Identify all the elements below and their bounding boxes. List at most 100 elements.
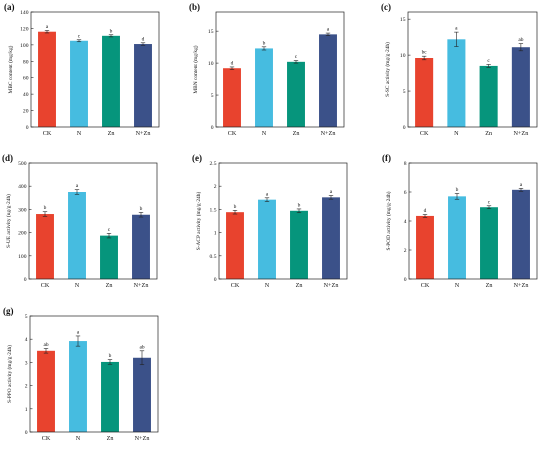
y-tick-label: 8 bbox=[404, 161, 407, 167]
panel-label: (e) bbox=[192, 153, 202, 163]
y-tick-label: 5 bbox=[403, 89, 406, 95]
y-tick-label: 15 bbox=[400, 17, 406, 23]
y-tick-label: 100 bbox=[20, 43, 29, 49]
significance-letter: a bbox=[327, 27, 330, 33]
significance-letter: b bbox=[140, 206, 143, 212]
bar bbox=[479, 65, 498, 127]
y-tick-label: 0 bbox=[211, 125, 214, 131]
panel-label: (d) bbox=[2, 153, 13, 163]
significance-letter: c bbox=[78, 33, 81, 39]
significance-letter: a bbox=[77, 329, 80, 335]
x-tick-label: CK bbox=[42, 435, 51, 442]
x-tick-label: Zn bbox=[106, 282, 113, 289]
x-tick-label: CK bbox=[41, 282, 50, 289]
y-tick-label: 1.5 bbox=[210, 207, 217, 213]
y-axis-label: S-SC activity (mg/g·24h) bbox=[384, 42, 391, 97]
x-tick-label: CK bbox=[228, 130, 237, 137]
x-tick-label: N bbox=[77, 130, 82, 137]
y-tick-label: 500 bbox=[18, 161, 27, 167]
significance-letter: a bbox=[455, 26, 458, 32]
bar bbox=[38, 31, 56, 127]
bar bbox=[447, 39, 466, 128]
y-tick-label: 0 bbox=[403, 125, 406, 131]
y-axis-label: S-PPO activity (mg/g·24h) bbox=[6, 345, 13, 403]
significance-letter: b bbox=[456, 187, 459, 193]
y-tick-label: 6 bbox=[404, 190, 407, 196]
y-tick-label: 0.5 bbox=[210, 254, 217, 260]
x-tick-label: N+Zn bbox=[321, 130, 336, 137]
significance-letter: b bbox=[298, 202, 301, 208]
plot-frame bbox=[30, 11, 160, 128]
bar bbox=[134, 44, 152, 127]
x-tick-label: N+Zn bbox=[134, 282, 149, 289]
y-tick-label: 0 bbox=[25, 430, 28, 436]
significance-letter: c bbox=[108, 227, 111, 233]
x-tick-label: N+Zn bbox=[136, 130, 151, 137]
x-tick-label: CK bbox=[421, 282, 430, 289]
y-tick-label: 40 bbox=[23, 92, 29, 98]
x-tick-label: CK bbox=[43, 130, 52, 137]
x-tick-label: CK bbox=[420, 130, 429, 137]
x-tick-label: N bbox=[75, 282, 80, 289]
y-tick-label: 0 bbox=[24, 277, 27, 283]
y-tick-label: 0 bbox=[214, 277, 217, 283]
chart-panel: (g) ab CK a Nb Zn ab N+Zn 0 1 2 3 4 5 S-PPO activity (… bbox=[3, 306, 159, 442]
y-tick-label: 1 bbox=[25, 407, 28, 413]
significance-letter: b bbox=[44, 205, 47, 211]
bar bbox=[36, 214, 54, 279]
y-axis-label: MBC content (mg/kg) bbox=[7, 45, 14, 93]
y-axis-label: S-POD activity (mg/g·24h) bbox=[385, 191, 392, 250]
panel-label: (g) bbox=[3, 306, 14, 316]
y-tick-label: 20 bbox=[23, 109, 29, 115]
y-tick-label: 5 bbox=[25, 314, 28, 320]
y-tick-label: 4 bbox=[404, 219, 407, 225]
y-tick-label: 10 bbox=[400, 53, 406, 59]
y-tick-label: 140 bbox=[20, 10, 29, 16]
panel-label: (c) bbox=[381, 2, 391, 12]
bar bbox=[70, 40, 88, 127]
significance-letter: a bbox=[520, 182, 523, 188]
significance-letter: d bbox=[142, 36, 145, 42]
x-tick-label: Zn bbox=[486, 282, 493, 289]
bar bbox=[512, 189, 530, 279]
y-tick-label: 80 bbox=[23, 59, 29, 65]
bar bbox=[511, 47, 530, 127]
bar bbox=[415, 58, 434, 127]
significance-letter: a bbox=[330, 189, 333, 195]
plot-frame bbox=[29, 315, 159, 433]
y-tick-label: 2.5 bbox=[210, 161, 217, 167]
y-tick-label: 5 bbox=[211, 93, 214, 99]
bar bbox=[255, 48, 273, 127]
y-tick-label: 0 bbox=[404, 277, 407, 283]
y-tick-label: 400 bbox=[18, 184, 27, 190]
y-tick-label: 10 bbox=[208, 61, 214, 67]
bar bbox=[102, 35, 120, 127]
significance-letter: c bbox=[295, 54, 298, 60]
y-tick-label: 3 bbox=[25, 360, 28, 366]
bar bbox=[132, 214, 150, 279]
x-tick-label: N bbox=[265, 282, 270, 289]
significance-letter: ab bbox=[139, 344, 144, 350]
x-tick-label: Zn bbox=[485, 130, 492, 137]
panel-label: (b) bbox=[189, 2, 200, 12]
significance-letter: a bbox=[46, 24, 49, 30]
bar bbox=[101, 361, 119, 432]
significance-letter: b bbox=[263, 40, 266, 46]
panel-label: (a) bbox=[4, 2, 15, 12]
x-tick-label: N bbox=[76, 435, 81, 442]
y-tick-label: 2 bbox=[404, 248, 407, 254]
significance-letter: bc bbox=[422, 50, 428, 56]
bar bbox=[448, 196, 466, 279]
bar bbox=[133, 357, 151, 432]
bar bbox=[37, 350, 55, 432]
y-tick-label: 300 bbox=[18, 207, 27, 213]
x-tick-label: CK bbox=[231, 282, 240, 289]
significance-letter: a bbox=[266, 191, 269, 197]
y-tick-label: 1 bbox=[214, 231, 217, 237]
bar bbox=[223, 68, 241, 127]
x-tick-label: N+Zn bbox=[135, 435, 150, 442]
y-tick-label: 4 bbox=[25, 337, 28, 343]
significance-letter: ab bbox=[518, 37, 523, 43]
significance-letter: c bbox=[488, 199, 491, 205]
y-axis-label: S-UE activity (ug/g·24h) bbox=[5, 194, 12, 248]
